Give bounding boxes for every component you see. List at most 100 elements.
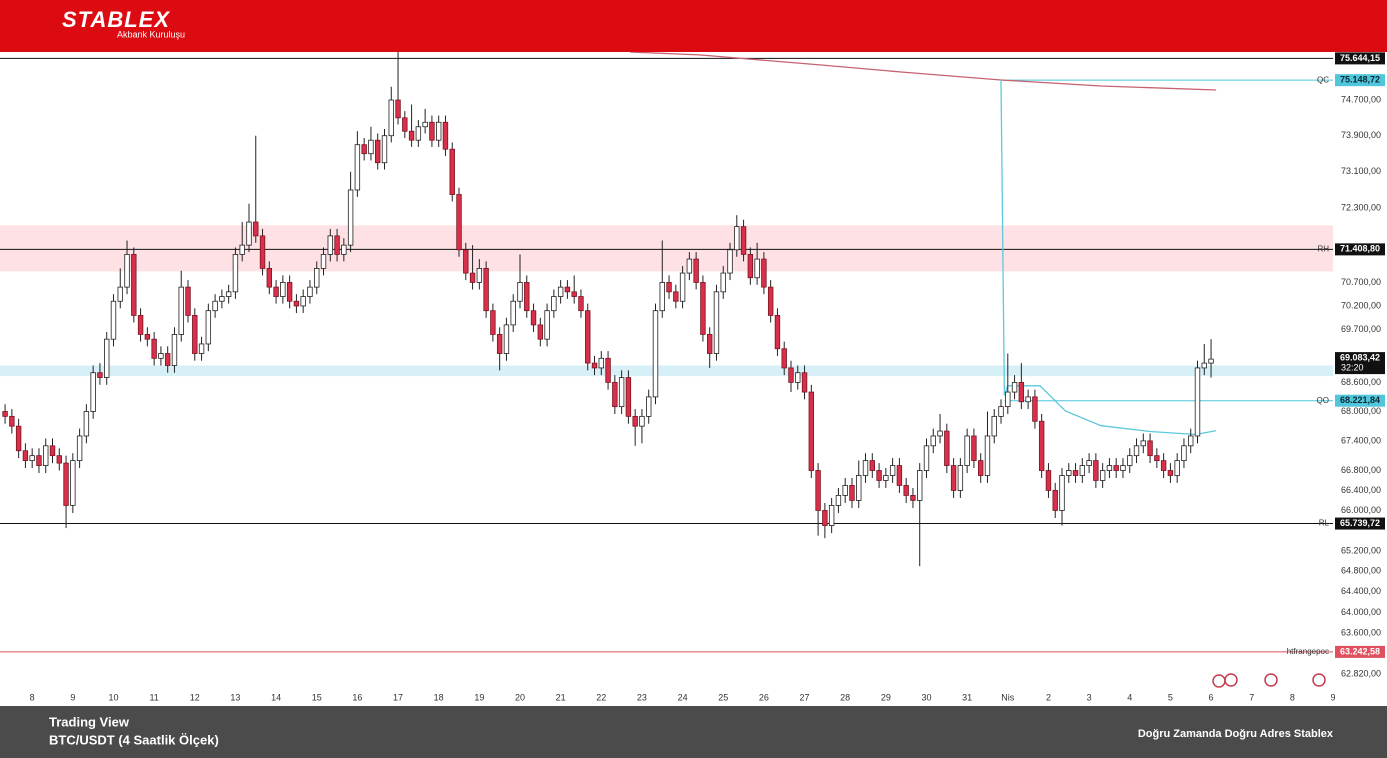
candle-body (917, 470, 923, 501)
candle-body (1174, 460, 1180, 476)
candle-body (544, 310, 550, 340)
y-tick-label: 70.200,00 (1341, 300, 1381, 310)
candle-body (524, 282, 530, 312)
candle-body (815, 470, 821, 511)
x-tick-label: 27 (800, 692, 810, 702)
x-tick-label: 6 (1209, 692, 1214, 702)
candle-body (381, 135, 388, 164)
candle-body (483, 268, 489, 312)
candle-body (1018, 381, 1025, 403)
candle-body (740, 226, 747, 255)
candle-body (652, 310, 659, 398)
candle-body (158, 353, 164, 359)
candle-body (361, 144, 367, 155)
candle-body (869, 460, 875, 471)
icon (1212, 674, 1226, 688)
x-tick-label: 19 (474, 692, 484, 702)
candle-body (517, 282, 523, 302)
candle-body (1106, 465, 1113, 471)
x-tick-label: 31 (962, 692, 972, 702)
level-label-box (1335, 517, 1385, 530)
level-label: 75.644,15 (1340, 53, 1380, 63)
y-tick-label: 66.000,00 (1341, 505, 1381, 515)
candle-body (266, 268, 273, 288)
candle-body (63, 462, 69, 506)
candle-body (422, 121, 428, 128)
candle-body (435, 121, 442, 141)
candle-body (842, 485, 848, 496)
candle-body (1147, 440, 1153, 457)
candle-body (246, 221, 252, 246)
candle-body (56, 455, 62, 464)
level-label: 71.408,80 (1340, 244, 1380, 254)
candle-body (368, 139, 374, 155)
candle-body (876, 470, 882, 481)
candle-body (178, 286, 184, 335)
level-name: RH (1317, 244, 1329, 253)
candle-body (503, 324, 510, 354)
candle-body (185, 286, 191, 316)
x-tick-label: 7 (1249, 692, 1254, 702)
x-tick-label: 23 (637, 692, 647, 702)
candle-body (415, 126, 422, 141)
axes: 74.700,00 73.900,00 73.100,00 72.300,00 70.7… (30, 52, 1385, 702)
candle-body (808, 391, 815, 471)
x-tick-label: 8 (30, 692, 35, 702)
candle-body (971, 435, 977, 462)
candle-body (849, 485, 855, 501)
y-tick-label: 64.000,00 (1341, 607, 1381, 617)
y-tick-label: 73.100,00 (1341, 166, 1381, 176)
x-tick-label: Nis (1001, 692, 1014, 702)
candle-body (896, 465, 903, 486)
candle-body (456, 194, 462, 251)
candle-body (862, 460, 869, 476)
x-tick-label: 21 (556, 692, 566, 702)
candle-body (774, 315, 781, 350)
level-label: 63.242,58 (1340, 646, 1380, 656)
candle-body (1025, 396, 1031, 403)
candle-body (761, 258, 767, 288)
candle-body (856, 475, 862, 501)
candle-body (1072, 470, 1079, 476)
candle-body (571, 291, 577, 297)
candle-body (977, 460, 984, 476)
candle-body (164, 353, 171, 366)
x-tick-label: 17 (393, 692, 403, 702)
candle-body (605, 357, 611, 383)
candle-body (314, 268, 320, 288)
y-tick-label: 64.400,00 (1341, 586, 1381, 596)
candle-body (29, 455, 35, 462)
candle-body (944, 430, 950, 466)
candle-body (334, 235, 340, 255)
candle-body (1086, 460, 1092, 466)
x-tick-label: 16 (352, 692, 362, 702)
candle-body (117, 286, 123, 302)
candle-body (679, 272, 686, 302)
candle-body (564, 286, 571, 293)
candle-body (15, 425, 22, 452)
candle-body (693, 258, 699, 283)
candle-body (585, 310, 591, 364)
level-name: htfrangepoc (1287, 647, 1329, 656)
candle-body (449, 148, 455, 195)
countdown-label: 32:20 (1341, 362, 1364, 372)
y-tick-label: 68.000,00 (1341, 406, 1381, 416)
x-tick-label: 22 (596, 692, 606, 702)
x-tick-label: 18 (434, 692, 444, 702)
candle-body (788, 367, 794, 383)
candle-body (964, 435, 970, 466)
candle-body (903, 485, 909, 496)
logo-tagline: Akbank Kuruluşu (117, 29, 185, 39)
candle-body (239, 244, 245, 255)
x-tick-label: 5 (1168, 692, 1173, 702)
candle-body (1032, 396, 1038, 422)
x-tick-label: 28 (840, 692, 850, 702)
candle-body (1079, 465, 1086, 476)
icon (1224, 673, 1238, 687)
candle-body (639, 415, 645, 427)
candle-body (612, 381, 618, 408)
x-tick-label: 25 (718, 692, 728, 702)
y-tick-label: 73.900,00 (1341, 130, 1381, 140)
candle-body (720, 272, 726, 293)
level-label-box (1335, 52, 1385, 65)
